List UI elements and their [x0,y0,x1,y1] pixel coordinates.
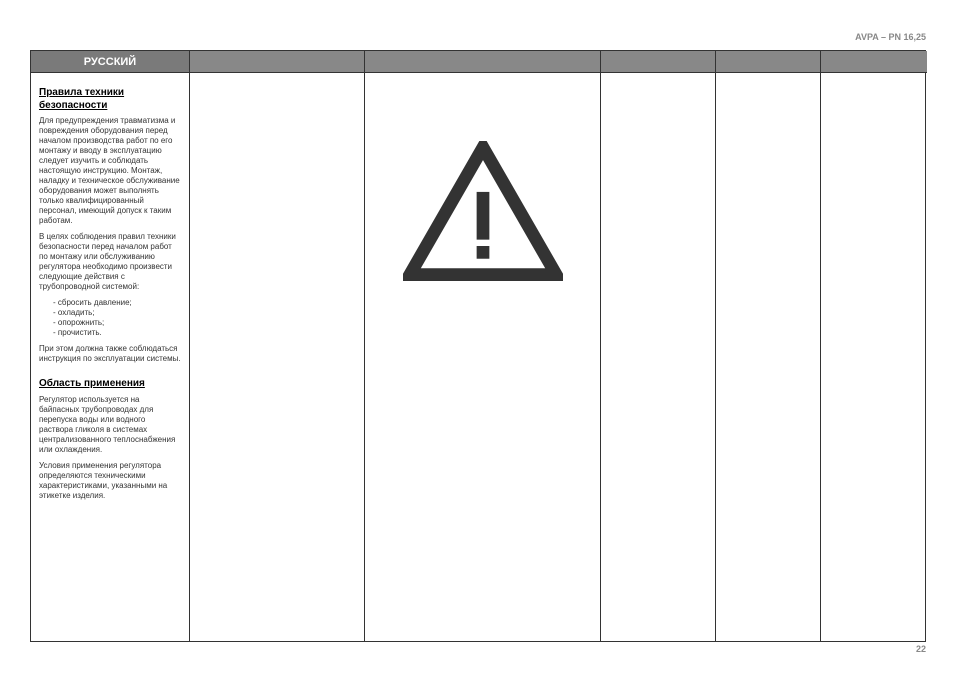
warning-icon [403,141,563,281]
column-2-header [190,51,364,73]
safety-para-1: Для предупреждения травматизма и поврежд… [39,116,181,226]
column-5-header [716,51,820,73]
safety-bullets: сбросить давление; охладить; опорожнить;… [53,298,181,338]
column-6 [821,51,927,641]
safety-para-2: В целях соблюдения правил техники безопа… [39,232,181,292]
column-3-header [365,51,600,73]
header-product-code: AVPA – PN 16,25 [855,32,926,42]
column-1-header: РУССКИЙ [31,51,189,73]
column-5 [716,51,821,641]
bullet-item: опорожнить; [53,318,181,328]
bullet-item: прочистить. [53,328,181,338]
column-1: РУССКИЙ Правила техники безопасности Для… [31,51,190,641]
application-title: Область применения [39,378,181,391]
main-frame: РУССКИЙ Правила техники безопасности Для… [30,50,926,642]
page-number: 22 [916,644,926,654]
column-4 [601,51,716,641]
column-6-header [821,51,927,73]
page: AVPA – PN 16,25 РУССКИЙ Правила техники … [30,30,926,652]
column-4-header [601,51,715,73]
safety-title: Правила техники безопасности [39,87,181,112]
safety-para-3: При этом должна также соблюдаться инстру… [39,344,181,364]
application-para-1: Регулятор используется на байпасных труб… [39,395,181,455]
column-3 [365,51,601,641]
bullet-item: охладить; [53,308,181,318]
column-2 [190,51,365,641]
bullet-item: сбросить давление; [53,298,181,308]
application-para-2: Условия применения регулятора определяют… [39,461,181,501]
column-1-body: Правила техники безопасности Для предупр… [31,73,189,515]
